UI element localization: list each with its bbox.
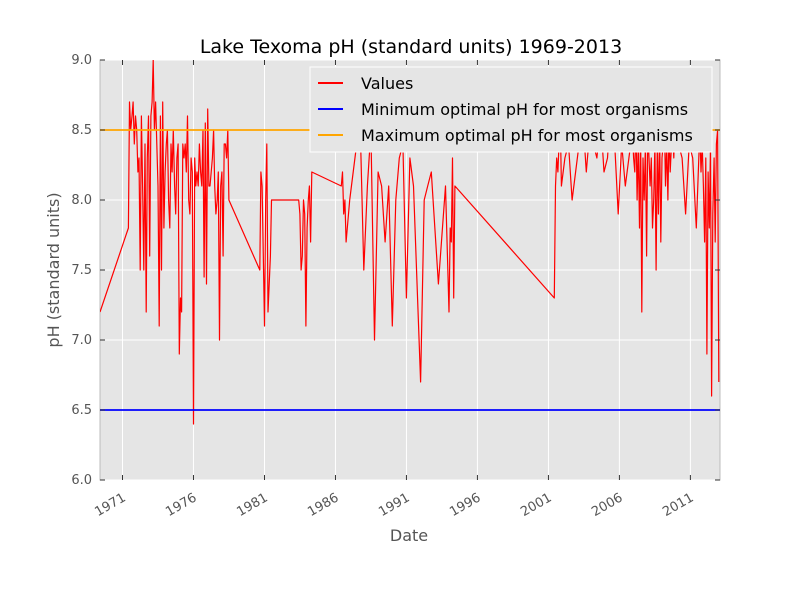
x-axis-label: Date [390,526,428,545]
x-tick-label: 1991 [376,490,412,520]
legend-entry: Maximum optimal pH for most organisms [361,126,693,145]
legend-box [309,66,713,153]
y-tick-label: 6.0 [71,473,92,488]
y-tick-label: 7.0 [71,333,92,348]
y-axis-label: pH (standard units) [44,192,63,347]
tick-layer: 6.0 6.5 7.0 7.5 8.0 8.5 9.0 1971 1976 1981 1986 199… [71,53,720,520]
y-tick-label: 6.5 [71,403,92,418]
series-values-line [100,60,720,425]
legend: Values Minimum optimal pH for most organi… [309,66,713,153]
x-tick-label: 1976 [163,490,199,520]
y-tick-label: 9.0 [71,53,92,68]
x-tick-label: 1971 [92,490,128,520]
chart-title: Lake Texoma pH (standard units) 1969-201… [200,36,622,58]
legend-entry: Minimum optimal pH for most organisms [361,100,688,119]
x-tick-label: 1996 [447,490,483,520]
x-tick-label: 1981 [234,490,270,520]
legend-entry: Values [361,74,413,93]
y-tick-label: 7.5 [71,263,92,278]
x-tick-label: 2001 [518,490,554,520]
y-tick-label: 8.5 [71,123,92,138]
x-tick-label: 2011 [660,490,696,520]
x-tick-label: 2006 [589,490,625,520]
x-tick-label: 1986 [305,490,341,520]
y-tick-label: 8.0 [71,193,92,208]
